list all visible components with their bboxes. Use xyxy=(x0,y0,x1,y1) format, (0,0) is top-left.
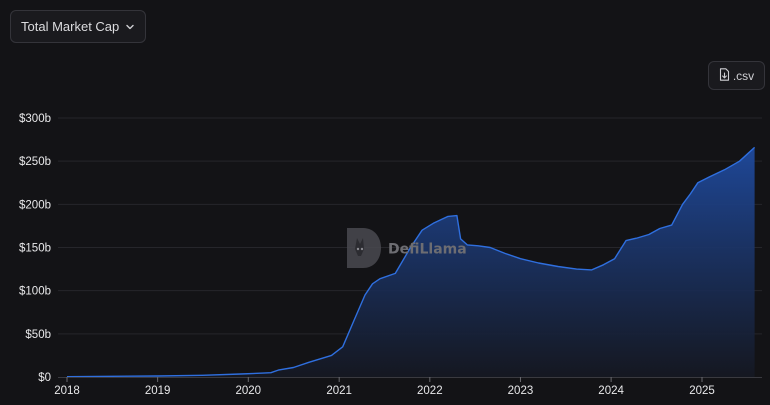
y-tick-label: $50b xyxy=(25,329,51,341)
csv-download-button[interactable]: .csv xyxy=(708,61,765,90)
y-axis: $0 $50b $100b $150b $200b $250b $300b xyxy=(19,113,51,384)
x-tick-label: 2024 xyxy=(598,385,624,397)
y-tick-label: $300b xyxy=(19,113,51,125)
watermark-text: DefiLlama xyxy=(388,242,467,258)
metric-dropdown[interactable]: Total Market Cap xyxy=(10,10,146,43)
x-tick-label: 2022 xyxy=(417,385,443,397)
x-axis: 2018 2019 2020 2021 2022 2023 2024 2025 xyxy=(54,377,762,397)
y-tick-label: $150b xyxy=(19,243,51,255)
watermark: DefiLlama xyxy=(347,228,467,268)
y-tick-label: $0 xyxy=(38,372,51,384)
y-tick-label: $200b xyxy=(19,199,51,211)
x-tick-label: 2025 xyxy=(689,385,715,397)
defillama-logo-icon xyxy=(347,228,381,268)
x-tick-label: 2020 xyxy=(235,385,261,397)
csv-button-label: .csv xyxy=(732,68,755,83)
x-tick-label: 2023 xyxy=(508,385,534,397)
x-tick-label: 2021 xyxy=(326,385,352,397)
data-area xyxy=(66,146,756,378)
chevron-down-icon xyxy=(125,22,135,32)
series-area-fill xyxy=(67,147,755,377)
metric-dropdown-label: Total Market Cap xyxy=(21,19,120,34)
series-line xyxy=(66,146,756,378)
file-download-icon xyxy=(719,67,730,84)
y-tick-label: $250b xyxy=(19,156,51,168)
x-tick-label: 2018 xyxy=(54,385,80,397)
x-tick-label: 2019 xyxy=(145,385,171,397)
y-tick-label: $100b xyxy=(19,286,51,298)
